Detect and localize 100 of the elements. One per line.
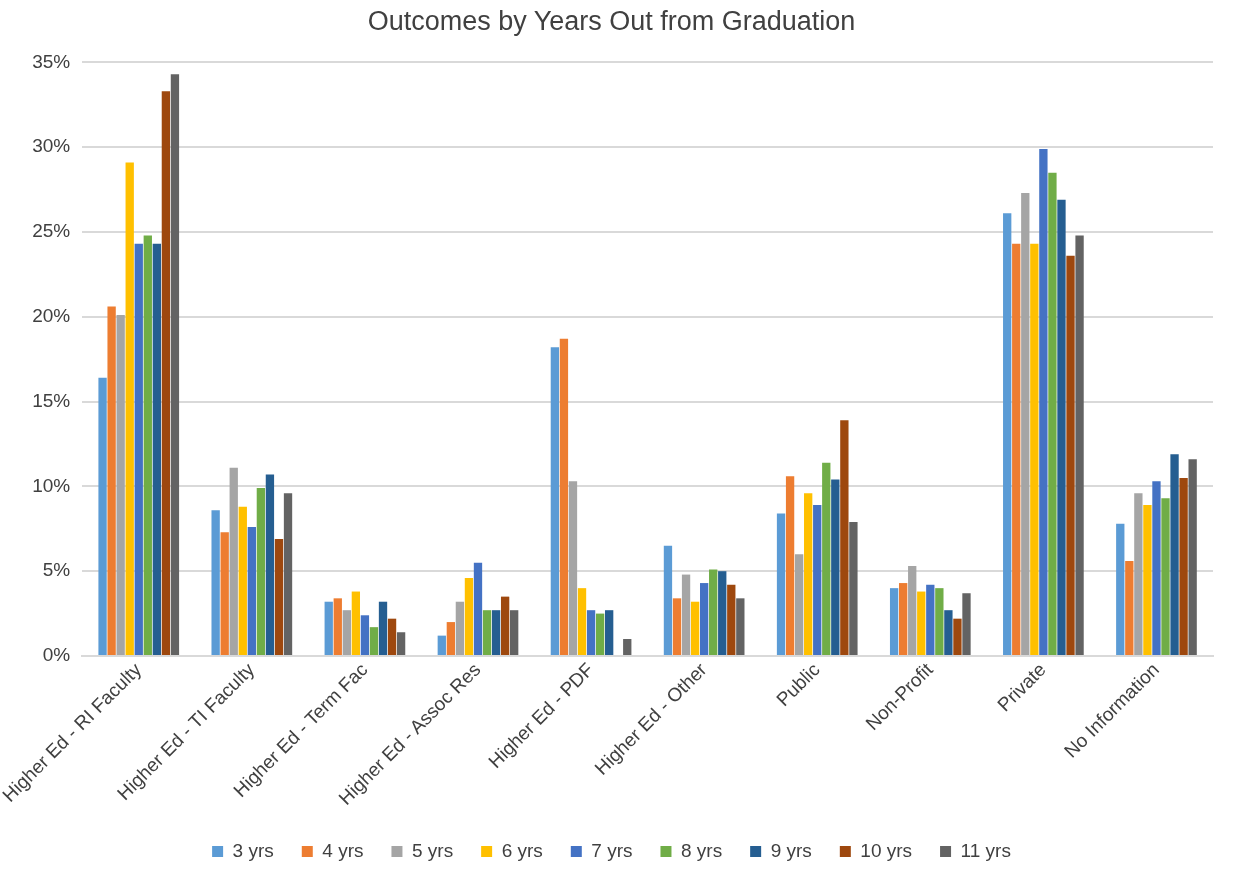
bar [134, 243, 143, 655]
bar [510, 610, 519, 655]
bar [360, 615, 370, 655]
bar [369, 627, 379, 655]
bar [1075, 235, 1084, 655]
bar [229, 467, 238, 655]
bar [1125, 561, 1134, 655]
bar [387, 618, 397, 655]
bar [143, 235, 152, 655]
bar [500, 596, 510, 655]
bar [482, 610, 492, 655]
bar [699, 583, 709, 655]
bar [1188, 459, 1197, 655]
chart-title: Outcomes by Years Out from Graduation [367, 5, 856, 36]
bar [804, 493, 813, 655]
bar [840, 420, 849, 655]
bar [455, 601, 465, 655]
bar [333, 598, 342, 655]
bar [324, 601, 333, 655]
bar [125, 162, 134, 655]
bar [935, 588, 944, 655]
bar [926, 584, 935, 655]
bar [1143, 505, 1152, 655]
y-tick-label: 35% [32, 50, 71, 72]
bar [917, 591, 926, 655]
bar [718, 571, 727, 655]
bar [568, 481, 578, 655]
bar [351, 591, 361, 655]
bar [727, 584, 736, 655]
bar [586, 610, 596, 655]
bar [170, 74, 180, 655]
bar [794, 554, 804, 655]
bar [690, 601, 700, 655]
bar [396, 632, 406, 655]
bar [550, 347, 560, 655]
bar [663, 545, 673, 655]
legend-label: 3 yrs [232, 839, 274, 861]
bar [220, 532, 229, 655]
bar [464, 577, 474, 655]
bar [1134, 493, 1143, 655]
legend-label: 8 yrs [680, 839, 723, 861]
bar [709, 569, 718, 655]
bar [962, 593, 971, 655]
bar [944, 610, 953, 655]
bar [908, 566, 917, 655]
bar [681, 574, 691, 655]
bar [256, 488, 266, 655]
bar [605, 610, 614, 655]
bar [1057, 199, 1066, 655]
bar [889, 588, 899, 655]
y-tick-label: 10% [32, 474, 71, 496]
bar [491, 610, 501, 655]
bar [899, 583, 908, 655]
legend-label: 5 yrs [411, 839, 454, 861]
bar [849, 522, 858, 655]
bar [265, 474, 275, 655]
bar [98, 377, 107, 655]
bar [378, 601, 388, 655]
bar [446, 622, 456, 655]
bar [1003, 213, 1012, 655]
y-tick-label: 15% [32, 389, 71, 411]
y-tick-label: 25% [32, 220, 71, 242]
bar [813, 505, 822, 655]
bar [152, 243, 162, 655]
bar [559, 338, 569, 655]
y-tick-label: 5% [42, 559, 71, 581]
y-tick-label: 20% [32, 305, 71, 327]
y-tick-label: 0% [42, 644, 71, 666]
bar [595, 613, 605, 655]
bar [1179, 477, 1188, 655]
bar [1161, 498, 1170, 655]
bar [1170, 454, 1179, 655]
bar [107, 306, 116, 655]
legend-label: 7 yrs [591, 839, 633, 861]
bar [437, 635, 446, 655]
bar [623, 639, 632, 655]
bar [116, 315, 125, 655]
legend-label: 4 yrs [322, 839, 364, 861]
bar [785, 476, 795, 655]
bar [1048, 172, 1057, 655]
bar [342, 610, 351, 655]
bar [1066, 255, 1075, 655]
bar [577, 588, 587, 655]
legend-label: 11 yrs [960, 839, 1011, 861]
bar [1152, 481, 1161, 655]
bar [283, 493, 293, 655]
bar [831, 479, 840, 655]
bar [822, 462, 831, 655]
legend-label: 9 yrs [770, 839, 812, 861]
y-tick-label: 30% [32, 135, 71, 157]
bar [672, 598, 682, 655]
legend-label: 10 yrs [860, 839, 913, 861]
bar [1030, 243, 1039, 655]
bar [238, 506, 247, 655]
bar [953, 618, 962, 655]
bar [736, 598, 745, 655]
bar [776, 513, 786, 655]
bar [473, 562, 483, 655]
bar [1116, 523, 1125, 655]
bar [161, 91, 171, 655]
